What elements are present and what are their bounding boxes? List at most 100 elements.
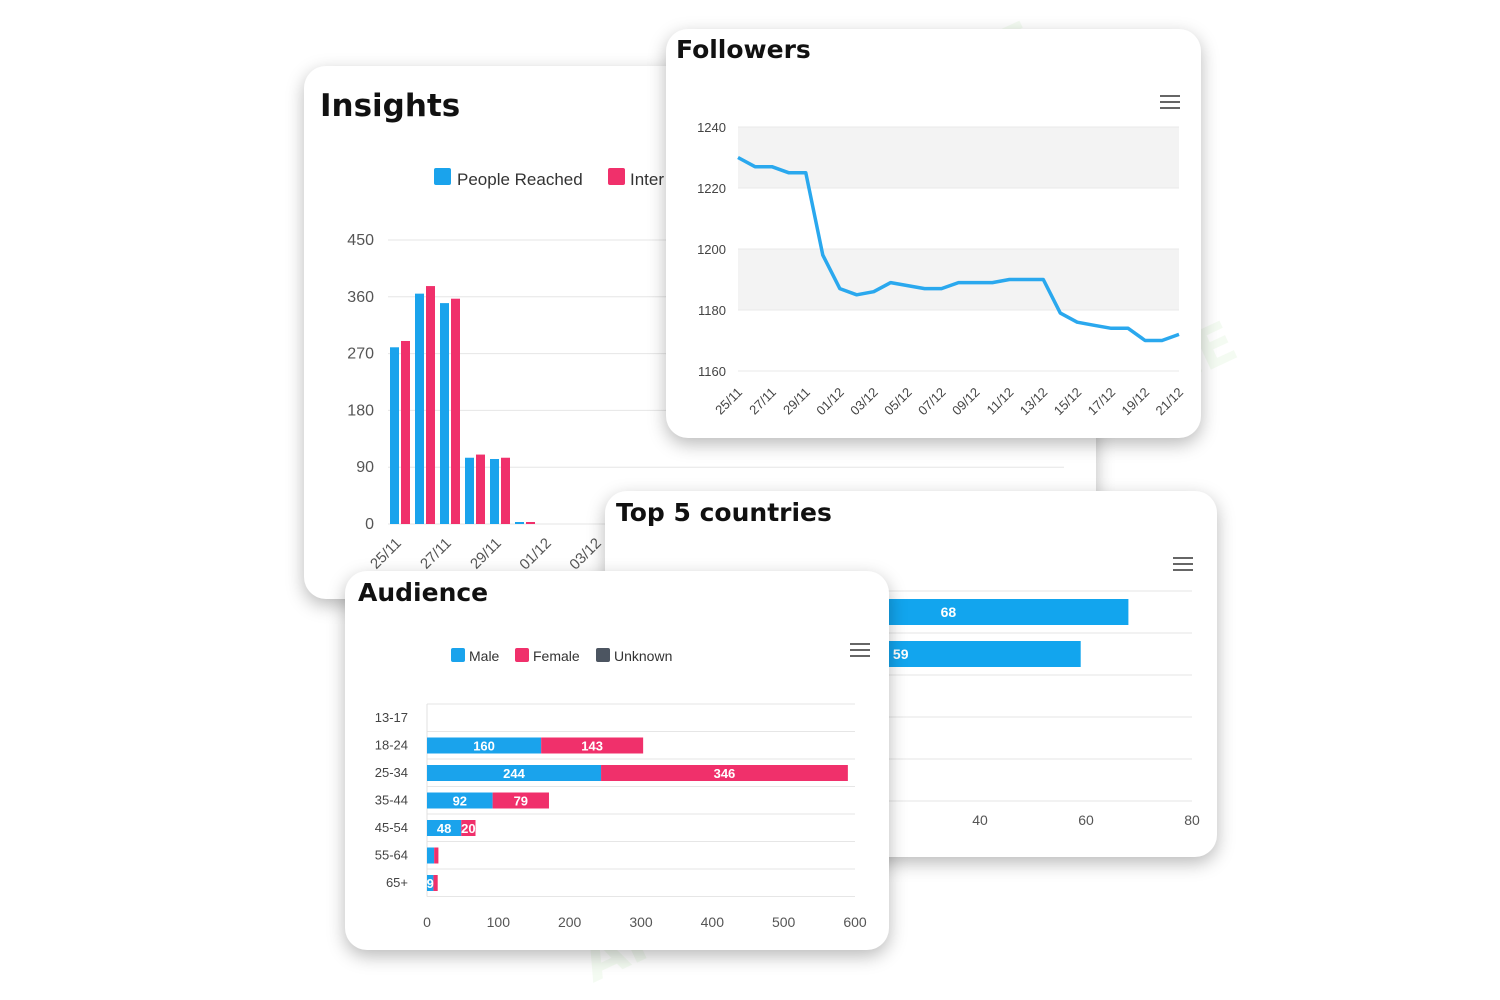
audience-category-label: 55-64	[375, 848, 408, 863]
audience-category-label: 35-44	[375, 793, 408, 808]
legend-swatch-inter	[608, 168, 625, 185]
insights-chart: People Reached Inter 0 90 180 270 360 450 25/…	[347, 168, 1064, 574]
followers-ytick: 1180	[698, 303, 726, 318]
insights-title: Insights	[320, 88, 461, 124]
followers-ytick: 1240	[697, 120, 726, 135]
insights-bar	[515, 522, 524, 524]
followers-ytick: 1220	[697, 181, 726, 196]
followers-xtick: 09/12	[949, 385, 983, 419]
audience-category-label: 25-34	[375, 765, 408, 780]
audience-bar	[427, 875, 434, 891]
legend-label-inter: Inter	[630, 170, 664, 189]
audience-category-label: 13-17	[375, 710, 408, 725]
audience-chart: Male Female Unknown 13-17 18-24 25-34 35-44…	[375, 648, 867, 930]
legend-swatch-unknown	[596, 648, 610, 662]
insights-bar	[390, 347, 399, 524]
audience-bar-label: 346	[714, 766, 736, 781]
followers-xtick: 19/12	[1119, 385, 1153, 419]
followers-ytick: 1160	[698, 364, 726, 379]
audience-card: Audience Male Female Unknown 13-17 18-24 2…	[345, 571, 889, 950]
insights-bar	[415, 293, 424, 524]
insights-ytick: 0	[365, 516, 374, 533]
insights-xtick: 25/11	[367, 535, 405, 573]
insights-ytick: 450	[347, 232, 374, 249]
insights-bar	[401, 340, 410, 524]
audience-bar-label: 160	[473, 739, 495, 754]
insights-legend: People Reached Inter	[434, 168, 664, 189]
countries-xtick: 60	[1078, 812, 1094, 828]
followers-menu-icon[interactable]	[1160, 95, 1180, 109]
insights-bar	[476, 454, 485, 524]
audience-bar-label: 244	[503, 766, 525, 781]
insights-bar	[440, 303, 449, 524]
legend-swatch-female	[515, 648, 529, 662]
audience-bar	[433, 875, 438, 891]
audience-bar	[541, 737, 644, 754]
audience-bar-label: 143	[581, 739, 603, 754]
followers-line	[737, 155, 1180, 343]
insights-ytick: 90	[356, 459, 374, 476]
audience-xtick: 100	[487, 914, 511, 930]
audience-bar	[427, 820, 462, 836]
audience-bar	[427, 847, 435, 864]
followers-band	[738, 127, 1179, 188]
followers-xtick: 25/11	[712, 385, 745, 418]
followers-xtick: 07/12	[915, 385, 949, 419]
audience-bar-label: 9	[427, 876, 434, 891]
followers-xtick: 21/12	[1153, 385, 1187, 419]
followers-ytick: 1200	[697, 242, 726, 257]
insights-xtick: 29/11	[467, 535, 505, 573]
audience-bar	[434, 847, 439, 864]
followers-xtick: 03/12	[847, 385, 881, 419]
insights-bar	[451, 298, 460, 524]
audience-bar	[427, 737, 542, 754]
followers-xtick: 27/11	[746, 385, 779, 418]
audience-bar	[461, 820, 476, 836]
followers-xtick: 13/12	[1017, 385, 1051, 419]
audience-bar-label: 79	[514, 794, 528, 809]
followers-title: Followers	[676, 35, 811, 64]
audience-menu-icon[interactable]	[850, 643, 870, 657]
legend-label-male: Male	[469, 648, 500, 664]
legend-label-people-reached: People Reached	[457, 170, 583, 189]
insights-xtick: 01/12	[516, 535, 555, 574]
insights-ytick: 360	[347, 289, 374, 306]
followers-xtick: 01/12	[813, 385, 847, 419]
audience-bar-label: 92	[453, 794, 467, 809]
insights-ytick: 180	[347, 402, 374, 419]
legend-swatch-male	[451, 648, 465, 662]
followers-xtick: 17/12	[1085, 385, 1119, 419]
countries-bar-label: 59	[893, 646, 909, 662]
audience-category-label: 18-24	[375, 738, 408, 753]
insights-bar	[501, 457, 510, 524]
legend-swatch-people-reached	[434, 168, 451, 185]
audience-bar	[492, 792, 549, 809]
insights-bar	[426, 286, 435, 524]
audience-bar	[601, 765, 848, 781]
insights-ytick: 270	[347, 346, 374, 363]
legend-label-female: Female	[533, 648, 580, 664]
countries-title: Top 5 countries	[616, 498, 832, 527]
followers-band	[738, 249, 1179, 310]
legend-label-unknown: Unknown	[614, 648, 672, 664]
countries-menu-icon[interactable]	[1173, 557, 1193, 571]
followers-xtick: 29/11	[780, 385, 813, 418]
followers-xtick: 05/12	[881, 385, 915, 419]
countries-bar-label: 68	[941, 604, 957, 620]
countries-xtick: 40	[972, 812, 988, 828]
audience-legend: Male Female Unknown	[451, 648, 672, 664]
audience-category-label: 65+	[386, 875, 408, 890]
audience-bar-label: 20	[461, 821, 475, 836]
audience-title: Audience	[358, 578, 489, 607]
insights-bar	[490, 458, 499, 524]
insights-xtick: 27/11	[417, 535, 455, 573]
insights-bar	[526, 522, 535, 524]
audience-bar-label: 48	[437, 821, 451, 836]
audience-bar	[427, 765, 602, 781]
insights-bar	[465, 457, 474, 524]
audience-xtick: 500	[772, 914, 796, 930]
insights-xtick: 03/12	[566, 535, 605, 574]
audience-xtick: 200	[558, 914, 582, 930]
audience-bar	[427, 792, 493, 809]
followers-xtick: 11/12	[984, 385, 1017, 418]
